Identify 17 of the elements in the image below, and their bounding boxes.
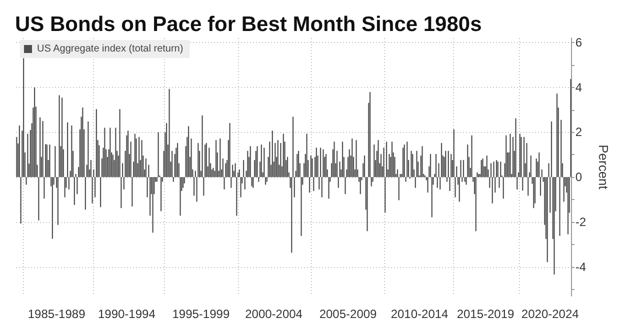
- x-tick-label: 2010-2014: [390, 307, 449, 321]
- y-tick-label: -4: [575, 260, 586, 274]
- x-tick-label: 2000-2004: [245, 307, 303, 321]
- x-tick-label: 1985-1989: [28, 307, 86, 321]
- x-tick-label: 1995-1999: [172, 307, 230, 321]
- y-tick-label: 4: [575, 80, 582, 94]
- x-tick-label: 1990-1994: [98, 307, 156, 321]
- x-tick-label: 2020-2024: [521, 307, 580, 321]
- y-tick-label: -2: [575, 214, 586, 229]
- y-tick-label: 6: [575, 35, 582, 50]
- legend-label: US Aggregate index (total return): [37, 44, 184, 54]
- y-tick-label: 2: [575, 125, 582, 140]
- x-tick-label: 2015-2019: [456, 307, 515, 321]
- chart-title: US Bonds on Pace for Best Month Since 1980s: [15, 13, 482, 36]
- x-tick-label: 2005-2009: [319, 307, 378, 321]
- y-tick-label: 0: [575, 170, 582, 184]
- y-axis-title: Percent: [596, 144, 611, 190]
